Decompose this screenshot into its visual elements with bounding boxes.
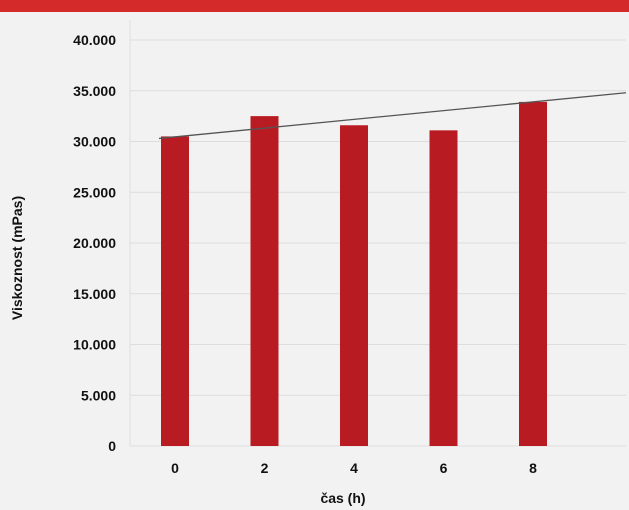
x-tick-label: 2 [261, 460, 269, 476]
y-tick-label: 40.000 [73, 32, 116, 48]
bar-4 [340, 125, 368, 446]
x-tick-label: 8 [529, 460, 537, 476]
y-tick-label: 15.000 [73, 286, 116, 302]
bar-2 [250, 116, 279, 446]
y-tick-label: 10.000 [73, 337, 116, 353]
trendline [158, 92, 627, 140]
y-tick-label: 5.000 [81, 387, 116, 403]
bar-6 [429, 130, 458, 446]
y-tick-label: 0 [108, 438, 116, 454]
x-tick-label: 0 [171, 460, 179, 476]
x-tick-label: 4 [350, 460, 358, 476]
y-tick-label: 25.000 [73, 184, 116, 200]
y-tick-label: 20.000 [73, 235, 116, 251]
y-tick-labels: 0 5.000 10.000 15.000 20.000 25.000 30.000 35.0… [73, 32, 116, 454]
x-axis-title: čas (h) [320, 490, 365, 506]
y-tick-label: 35.000 [73, 83, 116, 99]
gridlines [129, 20, 626, 447]
bar-0 [161, 136, 189, 447]
y-axis-title: Viskoznost (mPas) [9, 196, 25, 320]
bar-8 [519, 101, 547, 446]
bars [161, 101, 547, 447]
top-accent-band [0, 0, 629, 12]
trendline-group [158, 92, 627, 140]
y-tick-label: 30.000 [73, 134, 116, 150]
x-tick-label: 6 [440, 460, 448, 476]
x-tick-labels: 0 2 4 6 8 [171, 460, 537, 476]
